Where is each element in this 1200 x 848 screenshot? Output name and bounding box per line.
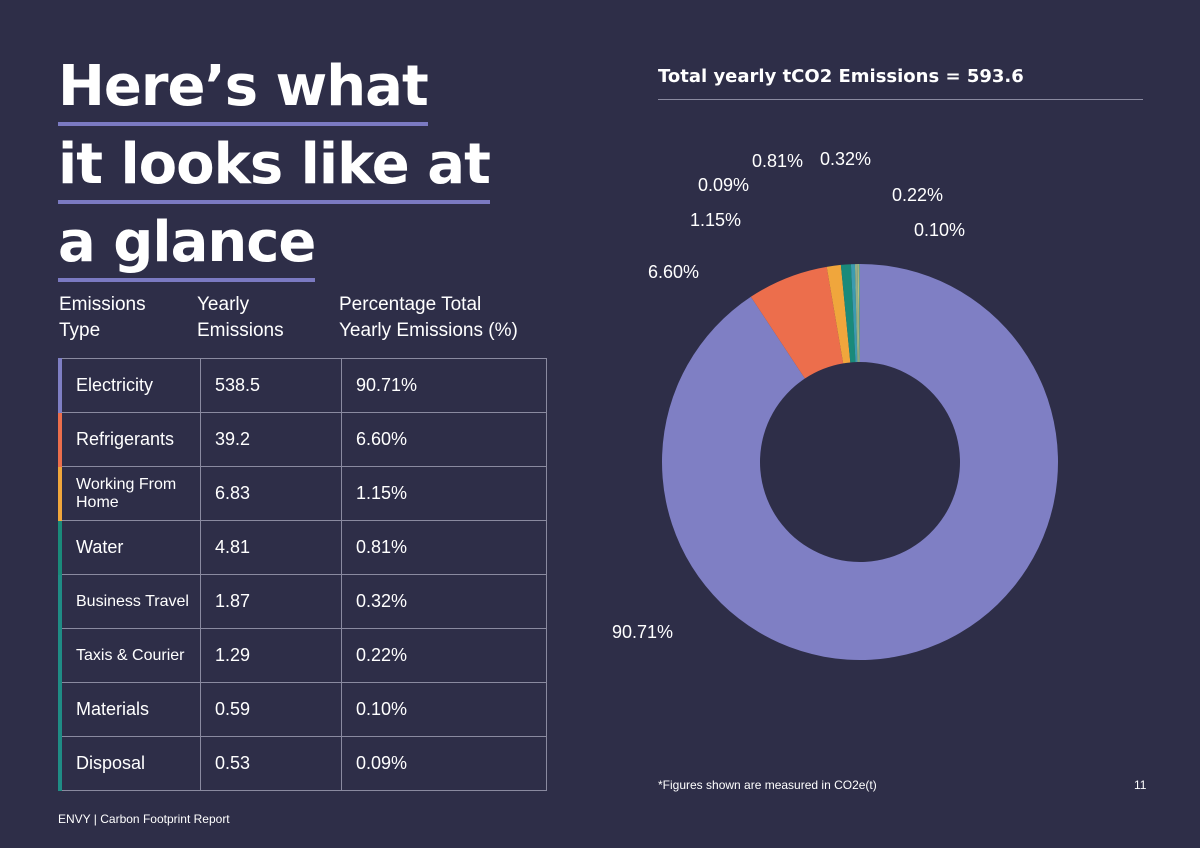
emission-percentage: 0.32% [341, 574, 547, 629]
emission-type: Electricity [58, 358, 201, 413]
emission-percentage: 90.71% [341, 358, 547, 413]
chart-title: Total yearly tCO2 Emissions = 593.6 [658, 66, 1024, 87]
table-row: Disposal 0.53 0.09% [58, 736, 547, 791]
emission-value: 4.81 [200, 520, 342, 575]
slice-label: 6.60% [648, 262, 699, 282]
emission-percentage: 1.15% [341, 466, 547, 521]
column-header-yearly: Yearly Emissions [197, 294, 284, 341]
slice-label: 0.22% [892, 185, 943, 205]
table-row: Electricity 538.5 90.71% [58, 358, 547, 413]
headline-line-2: it looks like at [58, 130, 491, 204]
table-row: Business Travel 1.87 0.32% [58, 574, 547, 629]
emission-value: 538.5 [200, 358, 342, 413]
emission-value: 0.53 [200, 736, 342, 791]
slice-label: 90.71% [612, 622, 673, 642]
slice-materials [857, 264, 860, 363]
headline-line-3: a glance [58, 208, 316, 282]
slice-water [840, 264, 856, 363]
column-header-type: Emissions Type [59, 294, 146, 341]
emission-value: 1.29 [200, 628, 342, 683]
emission-percentage: 0.09% [341, 736, 547, 791]
page-number: 11 [1134, 778, 1147, 792]
emission-type: Taxis & Courier [58, 628, 201, 683]
title-divider [658, 99, 1143, 100]
column-header-percentage: Percentage Total Yearly Emissions (%) [339, 294, 518, 341]
slice-label: 0.32% [820, 149, 871, 169]
emission-percentage: 0.22% [341, 628, 547, 683]
emission-type: Disposal [58, 736, 201, 791]
footnote: *Figures shown are measured in CO2e(t) [658, 778, 877, 792]
page-headline: Here’s what it looks like at a glance [58, 48, 491, 282]
slice-label: 1.15% [690, 210, 741, 230]
table-row: Materials 0.59 0.10% [58, 682, 547, 737]
slice-taxis-courier [854, 264, 859, 363]
emission-type: Working From Home [58, 466, 201, 521]
table-row: Working From Home 6.83 1.15% [58, 466, 547, 521]
emissions-table: Electricity 538.5 90.71% Refrigerants 39… [58, 358, 547, 791]
table-row: Taxis & Courier 1.29 0.22% [58, 628, 547, 683]
headline-line-1: Here’s what [58, 52, 429, 126]
emission-value: 6.83 [200, 466, 342, 521]
emission-percentage: 0.81% [341, 520, 547, 575]
emission-type: Water [58, 520, 201, 575]
slice-refrigerants [750, 266, 844, 379]
emission-type: Materials [58, 682, 201, 737]
emission-percentage: 6.60% [341, 412, 547, 467]
slice-business-travel [850, 264, 858, 363]
slice-label: 0.09% [698, 175, 749, 195]
slice-working-from-home [826, 264, 851, 364]
slice-disposal [858, 264, 860, 363]
slice-label: 0.10% [914, 220, 965, 240]
footer-text: ENVY | Carbon Footprint Report [58, 812, 230, 826]
emission-value: 0.59 [200, 682, 342, 737]
slice-label: 0.81% [752, 151, 803, 171]
emission-type: Business Travel [58, 574, 201, 629]
table-row: Water 4.81 0.81% [58, 520, 547, 575]
slice-electricity [662, 264, 1058, 660]
